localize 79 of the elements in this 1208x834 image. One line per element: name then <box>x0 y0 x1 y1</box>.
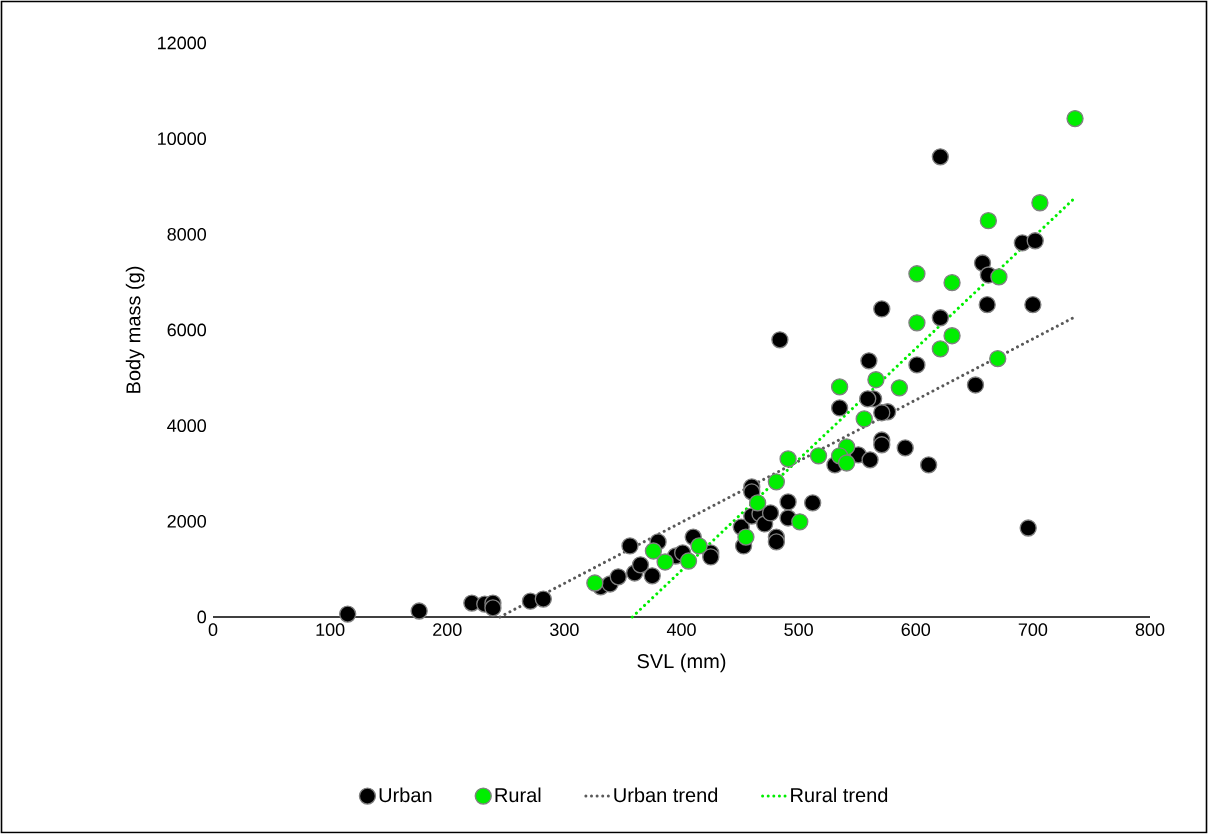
point <box>621 537 639 555</box>
x-tick-label: 100 <box>316 623 345 636</box>
legend-label: Urban trend <box>614 787 718 803</box>
x-tick-label: 200 <box>433 623 462 636</box>
point <box>656 553 674 571</box>
point <box>779 493 797 511</box>
point <box>873 300 891 318</box>
point <box>873 436 891 454</box>
point <box>890 379 909 397</box>
point <box>919 456 938 474</box>
y-axis-title: Body mass (g) <box>125 266 145 393</box>
point <box>767 473 786 491</box>
point <box>979 212 998 230</box>
point <box>690 537 708 555</box>
point <box>679 552 698 570</box>
point <box>943 273 961 292</box>
point <box>867 371 885 389</box>
point <box>896 439 914 457</box>
point <box>873 404 891 422</box>
y-tick-label: 8000 <box>167 227 207 241</box>
x-tick-label: 0 <box>208 623 218 636</box>
point <box>908 314 926 332</box>
point <box>643 567 661 585</box>
x-tick-label: 800 <box>1135 623 1165 636</box>
point <box>791 513 809 531</box>
point <box>1019 519 1037 537</box>
point <box>410 602 428 620</box>
y-tick-label: 6000 <box>167 323 207 337</box>
point <box>809 447 828 465</box>
point <box>609 568 627 586</box>
point <box>484 599 502 617</box>
point <box>771 331 789 349</box>
point <box>586 574 604 592</box>
point <box>748 494 767 512</box>
point <box>1024 295 1042 314</box>
point <box>990 268 1008 286</box>
point <box>702 548 720 566</box>
x-tick-label: 400 <box>666 623 696 636</box>
point <box>1066 109 1084 128</box>
x-tick-label: 600 <box>901 623 931 636</box>
point <box>779 450 797 468</box>
x-tick-label: 300 <box>550 623 579 636</box>
legend-label: Rural trend <box>791 787 888 803</box>
point <box>737 528 755 546</box>
y-tick-label: 10000 <box>158 132 207 146</box>
x-tick-label: 500 <box>784 623 813 636</box>
point <box>908 265 926 283</box>
point <box>855 410 873 428</box>
point <box>1026 232 1044 250</box>
point <box>767 533 786 551</box>
point <box>943 327 961 345</box>
legend-label: Urban <box>379 787 432 803</box>
y-tick-label: 0 <box>197 610 207 624</box>
legend-label: Rural <box>495 787 541 803</box>
point <box>339 605 357 623</box>
point <box>931 340 950 358</box>
point <box>830 378 849 396</box>
point <box>931 309 950 327</box>
point <box>830 399 849 417</box>
point <box>978 295 996 314</box>
point <box>989 350 1007 368</box>
point <box>804 494 822 512</box>
point <box>931 148 950 166</box>
point <box>860 352 878 370</box>
point <box>861 451 879 469</box>
point <box>631 556 650 574</box>
point <box>534 590 552 608</box>
x-axis-title: SVL (mm) <box>637 653 726 673</box>
point <box>644 542 663 560</box>
y-tick-label: 2000 <box>167 514 207 528</box>
y-tick-label: 12000 <box>158 36 207 50</box>
x-tick-label: 700 <box>1018 623 1048 636</box>
point <box>761 504 780 522</box>
point <box>1031 194 1049 212</box>
point <box>908 356 926 374</box>
y-tick-label: 4000 <box>167 419 207 433</box>
point <box>859 390 877 408</box>
point <box>837 454 856 472</box>
point <box>966 376 985 394</box>
